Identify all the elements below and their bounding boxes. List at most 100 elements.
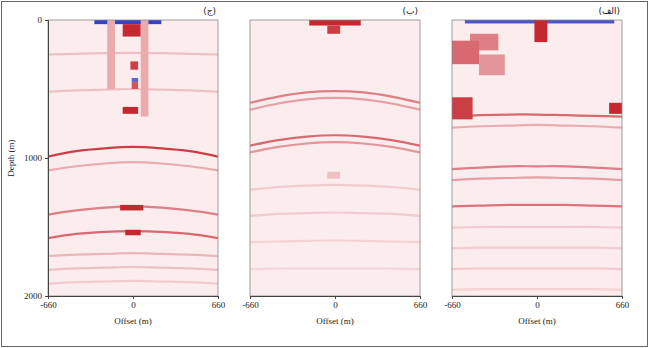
amplitude-cell xyxy=(123,24,141,36)
plot-frame xyxy=(452,20,622,296)
reflector xyxy=(48,267,218,270)
marks xyxy=(48,20,218,284)
amplitude-cell xyxy=(132,78,138,82)
amplitude-cell xyxy=(94,20,161,24)
x-tick-label: 0 xyxy=(333,300,338,310)
x-tick: 660 xyxy=(414,296,428,310)
x-tick: 660 xyxy=(212,296,226,310)
reflector xyxy=(250,241,420,243)
y-tick: 1000 xyxy=(24,153,48,163)
y-tick-mark xyxy=(45,158,48,159)
amplitude-cell xyxy=(452,41,479,64)
amplitude-cell xyxy=(123,107,138,114)
panel: -660 0 660 Offset (m) (الف) xyxy=(444,6,630,326)
y-tick-mark xyxy=(45,296,48,297)
x-tick: 660 xyxy=(616,296,630,310)
x-tick-label: -660 xyxy=(40,300,57,310)
x-tick-label: 660 xyxy=(414,300,428,310)
reflector xyxy=(250,185,420,190)
x-axis: -660 0 660 xyxy=(444,296,630,310)
reflector xyxy=(250,98,420,110)
reflector xyxy=(452,267,622,270)
reflector xyxy=(48,89,218,92)
x-tick-label: -660 xyxy=(444,300,461,310)
reflector xyxy=(250,135,420,145)
x-axis-line xyxy=(453,297,623,300)
amplitude-cell xyxy=(609,103,622,114)
reflector xyxy=(250,213,420,216)
x-tick-label: 660 xyxy=(616,300,630,310)
panel-title: (ج) xyxy=(203,6,216,16)
y-tick: 2000 xyxy=(24,291,48,301)
amplitude-cell xyxy=(309,20,361,26)
y-axis-line xyxy=(45,21,49,297)
amplitude-cell xyxy=(120,205,143,211)
panel: -660 0 660 0 1000 2000 Offset (m) Depth (m) (ج) xyxy=(6,6,226,326)
x-tick-label: 0 xyxy=(535,300,540,310)
x-axis-title: Offset (m) xyxy=(114,316,152,326)
x-tick-mark xyxy=(133,296,134,299)
x-tick: 0 xyxy=(535,296,540,310)
y-tick-label: 0 xyxy=(38,15,43,25)
panel-title: (الف) xyxy=(598,6,620,16)
reflector xyxy=(250,142,420,152)
x-tick-label: 660 xyxy=(212,300,226,310)
marks xyxy=(452,20,622,290)
amplitude-cell xyxy=(132,82,138,89)
x-axis-line xyxy=(251,297,421,300)
amplitude-cell xyxy=(141,20,149,117)
x-tick-mark xyxy=(452,296,453,299)
amplitude-cell xyxy=(452,97,473,119)
reflector xyxy=(48,281,218,284)
x-tick: -660 xyxy=(444,296,461,310)
plot-frame xyxy=(250,20,420,296)
panel-title: (ب) xyxy=(402,6,418,16)
reflector xyxy=(452,166,622,169)
amplitude-cell xyxy=(534,20,547,42)
reflector xyxy=(48,162,218,170)
reflector xyxy=(48,53,218,55)
x-tick-label: -660 xyxy=(242,300,259,310)
reflector xyxy=(48,253,218,256)
x-axis-title: Offset (m) xyxy=(316,316,354,326)
reflector xyxy=(452,288,622,291)
x-tick-mark xyxy=(622,296,623,299)
x-axis: -660 0 660 xyxy=(242,296,428,310)
amplitude-cell xyxy=(479,55,505,76)
x-axis-title: Offset (m) xyxy=(518,316,556,326)
reflector xyxy=(452,247,622,250)
x-axis: -660 0 660 xyxy=(40,296,226,310)
reflector xyxy=(452,226,622,229)
x-tick-label: 0 xyxy=(131,300,136,310)
x-tick-mark xyxy=(420,296,421,299)
x-axis-line xyxy=(49,297,219,300)
amplitude-cell xyxy=(107,20,115,89)
y-tick: 0 xyxy=(38,15,49,25)
x-tick: -660 xyxy=(40,296,57,310)
panel: -660 0 660 Offset (m) (ب) xyxy=(242,6,428,326)
y-tick-mark xyxy=(45,20,48,21)
x-tick-mark xyxy=(335,296,336,299)
x-tick-mark xyxy=(218,296,219,299)
plot-background xyxy=(452,20,622,296)
y-tick-label: 1000 xyxy=(24,153,43,163)
amplitude-cell xyxy=(125,230,140,236)
y-axis-title: Depth (m) xyxy=(6,139,16,176)
reflector xyxy=(452,177,622,180)
x-tick: 0 xyxy=(333,296,338,310)
figure: -6600660010002000Offset (m)Depth (m)(ج)-… xyxy=(0,0,649,348)
reflector xyxy=(452,114,622,116)
reflector xyxy=(452,125,622,128)
y-tick-label: 2000 xyxy=(24,291,43,301)
reflector xyxy=(48,147,218,157)
x-tick-mark xyxy=(250,296,251,299)
plot-frame xyxy=(48,20,218,296)
marks xyxy=(250,20,420,269)
plot-background xyxy=(48,20,218,296)
reflector xyxy=(452,205,622,206)
reflector xyxy=(250,267,420,270)
y-axis: 0 1000 2000 xyxy=(24,15,49,301)
figure-frame xyxy=(2,2,648,347)
plot-background xyxy=(250,20,420,296)
amplitude-cell xyxy=(327,26,340,34)
